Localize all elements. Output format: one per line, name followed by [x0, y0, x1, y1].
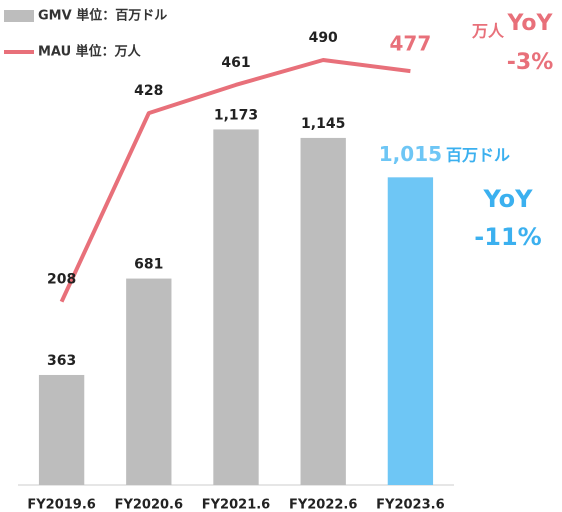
annotation: 百万ドル	[446, 146, 510, 165]
annotation: -11%	[474, 223, 541, 251]
data-label: 208	[47, 272, 76, 288]
x-tick-label: FY2020.6	[115, 498, 183, 512]
legend-swatch	[4, 10, 34, 22]
data-label: 1,015	[379, 142, 442, 166]
legend-label: GMV 単位：百万ドル	[38, 8, 167, 24]
data-label: 681	[134, 257, 163, 273]
legend-label: MAU 単位：万人	[38, 44, 142, 60]
bar	[126, 278, 172, 485]
line	[59, 58, 411, 303]
annotation: 万人	[471, 22, 505, 41]
x-tick-label: FY2022.6	[289, 498, 357, 512]
x-tick-label: FY2021.6	[202, 498, 270, 512]
x-tick-label: FY2019.6	[27, 498, 95, 512]
annotation: YoY	[482, 185, 533, 213]
data-label: 428	[134, 83, 163, 99]
annotation: YoY	[507, 11, 554, 36]
x-tick-label: FY2023.6	[376, 498, 444, 512]
data-label: 363	[47, 353, 76, 369]
data-label: 477	[390, 32, 432, 56]
bar	[213, 129, 259, 485]
bar	[300, 137, 346, 485]
data-label: 1,173	[214, 107, 258, 123]
bar	[38, 374, 85, 485]
bar	[387, 177, 434, 485]
data-label: 461	[221, 55, 250, 71]
data-label: 1,145	[301, 116, 345, 132]
data-label: 490	[309, 30, 338, 46]
annotation: -3%	[507, 50, 553, 75]
